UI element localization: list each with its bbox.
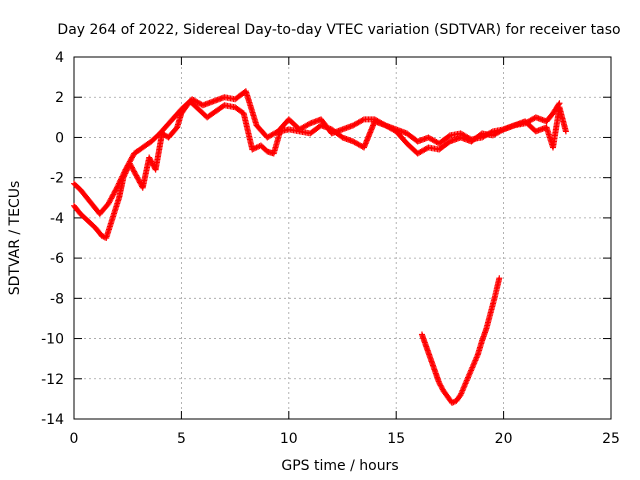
data-point bbox=[115, 181, 122, 188]
data-point bbox=[445, 133, 452, 140]
data-point bbox=[117, 177, 124, 184]
data-point bbox=[119, 172, 126, 179]
y-tick-label: -8 bbox=[50, 291, 64, 307]
data-point bbox=[119, 173, 126, 180]
data-point bbox=[121, 169, 128, 176]
x-axis-ticks: 0 5 10 15 20 25 bbox=[70, 57, 620, 447]
plot-frame bbox=[73, 56, 612, 420]
chart-title: Day 264 of 2022, Sidereal Day-to-day VTE… bbox=[57, 22, 620, 38]
y-tick-label: -14 bbox=[41, 412, 64, 428]
y-tick-label: -2 bbox=[50, 171, 64, 187]
data-point bbox=[113, 186, 120, 193]
data-point bbox=[113, 184, 120, 191]
grid-lines bbox=[74, 57, 611, 419]
x-tick-label: 5 bbox=[177, 431, 186, 447]
y-tick-label: -6 bbox=[50, 251, 64, 267]
y-tick-label: -12 bbox=[41, 372, 64, 388]
data-point bbox=[359, 117, 366, 124]
y-axis-ticks: -14 -12 -10 -8 -6 -4 -2 0 2 4 bbox=[41, 50, 611, 428]
x-tick-label: 10 bbox=[280, 431, 298, 447]
y-tick-label: 4 bbox=[55, 50, 64, 66]
data-point bbox=[116, 179, 123, 186]
data-point bbox=[120, 170, 127, 177]
data-point bbox=[305, 121, 312, 128]
data-point bbox=[562, 128, 569, 135]
data-point bbox=[496, 275, 503, 282]
data-point bbox=[381, 121, 388, 128]
data-point bbox=[118, 174, 125, 181]
y-tick-label: -4 bbox=[50, 211, 64, 227]
x-axis-label: GPS time / hours bbox=[281, 458, 398, 474]
y-axis-label: SDTVAR / TECUs bbox=[7, 181, 23, 296]
x-tick-label: 0 bbox=[70, 431, 79, 447]
data-point bbox=[117, 176, 124, 183]
x-tick-label: 25 bbox=[602, 431, 620, 447]
data-point bbox=[121, 168, 128, 175]
data-point bbox=[556, 100, 563, 107]
data-point bbox=[488, 129, 495, 136]
y-tick-label: -10 bbox=[41, 332, 64, 348]
x-tick-label: 15 bbox=[387, 431, 405, 447]
data-points bbox=[71, 88, 569, 406]
data-point bbox=[555, 101, 562, 108]
data-point bbox=[114, 183, 121, 190]
data-point bbox=[115, 180, 122, 187]
y-tick-label: 0 bbox=[55, 130, 64, 146]
y-tick-label: 2 bbox=[55, 90, 64, 106]
x-tick-label: 20 bbox=[495, 431, 513, 447]
